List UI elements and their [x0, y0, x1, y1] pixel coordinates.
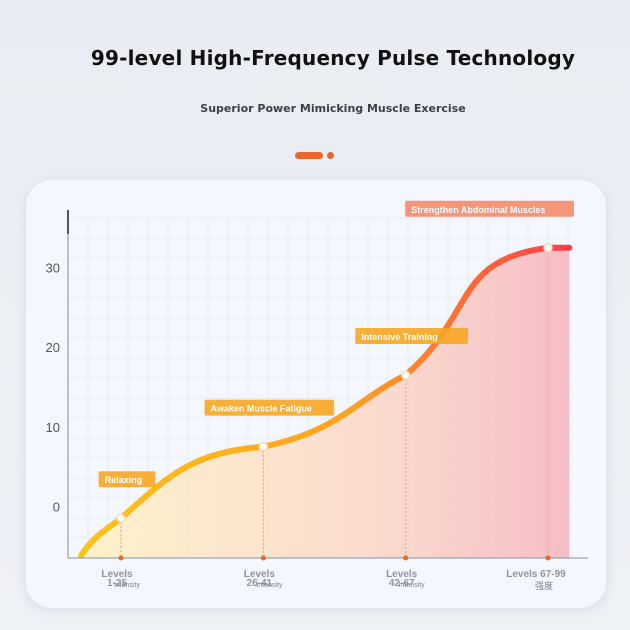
point-tag[interactable]: Awaken Muscle Fatigue — [204, 399, 335, 416]
point-tag-label: Intensive Training — [361, 332, 438, 342]
point-tag-badge — [204, 399, 335, 416]
y-tick-label: 30 — [46, 261, 60, 276]
point-tag-badge — [405, 200, 574, 217]
y-tick-label: 10 — [46, 420, 60, 435]
x-category-label: Levels — [244, 569, 276, 580]
x-category-sub: Intensity — [114, 582, 141, 589]
x-category-label: Levels — [101, 569, 133, 580]
point-tag-badge — [355, 328, 469, 345]
x-category-label: Levels 67-99 — [506, 569, 566, 580]
x-category-sub: Intensity — [399, 582, 426, 589]
page-subtitle: Superior Power Mimicking Muscle Exercise — [200, 102, 466, 115]
page-title: 99-level High-Frequency Pulse Technology — [90, 46, 576, 70]
pager-dot[interactable] — [327, 152, 334, 159]
x-category-sub: Intensity — [256, 582, 283, 589]
x-category-range: 1-25 — [107, 578, 127, 589]
x-tick-dot — [403, 555, 409, 561]
data-point[interactable] — [400, 370, 411, 380]
y-tick-label: 0 — [53, 499, 60, 514]
curve-area-fill — [81, 247, 570, 559]
point-tag[interactable]: Relaxing — [98, 471, 156, 488]
x-category-label: Levels — [386, 569, 418, 580]
point-tag-badge — [98, 471, 156, 488]
pager-active-indicator[interactable] — [295, 152, 323, 159]
data-point[interactable] — [543, 243, 553, 253]
point-tag[interactable]: Strengthen Abdominal Muscles — [405, 200, 574, 217]
y-tick-label: 20 — [46, 340, 60, 355]
data-point[interactable] — [116, 513, 126, 523]
x-category-sub: 强度 — [535, 580, 553, 591]
x-category-range: 42-67 — [389, 578, 415, 589]
x-tick-dot — [545, 555, 551, 561]
data-point[interactable] — [258, 441, 269, 452]
point-tag-label: Awaken Muscle Fatigue — [211, 404, 312, 414]
point-tag-label: Strengthen Abdominal Muscles — [411, 205, 545, 215]
x-tick-dot — [118, 555, 124, 561]
x-tick-dot — [260, 555, 266, 561]
x-category-range: 26-41 — [247, 578, 273, 589]
point-tag-label: Relaxing — [105, 475, 143, 485]
point-tag[interactable]: Intensive Training — [355, 328, 469, 345]
